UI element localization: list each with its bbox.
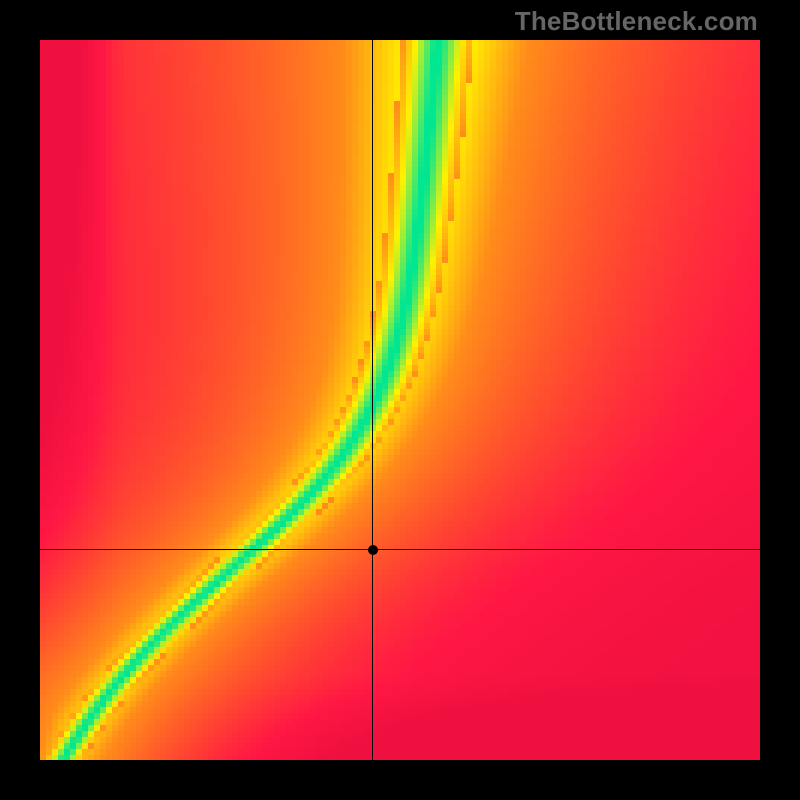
crosshair-vertical [372, 40, 373, 760]
heatmap-canvas [40, 40, 760, 760]
marker-dot [368, 545, 378, 555]
figure-container: { "watermark": "TheBottleneck.com", "can… [0, 0, 800, 800]
crosshair-horizontal [40, 549, 760, 550]
plot-area [40, 40, 760, 760]
watermark-label: TheBottleneck.com [515, 6, 758, 37]
